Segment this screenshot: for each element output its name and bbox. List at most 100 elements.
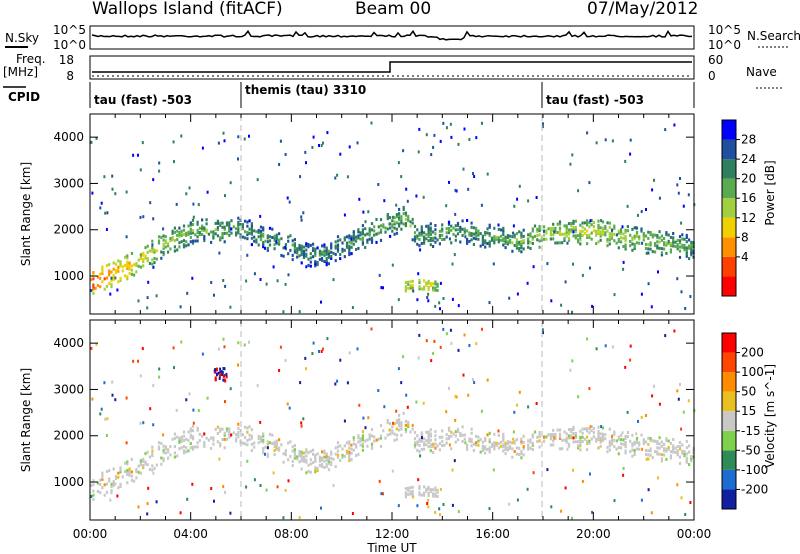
power-cell [608, 225, 611, 229]
velocity-cell [370, 434, 374, 438]
power-cell [350, 245, 353, 249]
velocity-cell [475, 342, 478, 346]
power-cell [536, 234, 539, 238]
power-cell [554, 229, 557, 232]
power-cell [502, 237, 505, 241]
power-cell [157, 235, 161, 239]
power-cell [586, 229, 589, 233]
power-cell [615, 233, 618, 237]
velocity-cell [589, 472, 591, 476]
power-cell [654, 233, 657, 237]
velocity-cell [348, 454, 351, 458]
velocity-cell [187, 430, 190, 434]
velocity-cell [91, 397, 94, 401]
velocity-cell [259, 439, 263, 443]
power-cell [542, 125, 544, 129]
velocity-cell [676, 444, 679, 448]
velocity-cell [307, 451, 310, 455]
power-cell [348, 244, 351, 248]
power-cell [116, 288, 119, 292]
power-cell [241, 225, 244, 229]
power-cell [470, 232, 473, 236]
velocity-cell [325, 458, 328, 462]
velocity-cell [479, 438, 482, 442]
velocity-cell [147, 486, 150, 490]
velocity-cell [590, 437, 593, 441]
velocity-cell [456, 430, 460, 433]
power-cell [441, 227, 444, 231]
velocity-cell [416, 434, 419, 438]
velocity-cell [678, 441, 682, 445]
velocity-cell [110, 489, 113, 493]
velocity-cell [581, 479, 584, 483]
velocity-cell [624, 449, 627, 453]
velocity-cell [649, 453, 652, 457]
velocity-cell [500, 444, 503, 448]
power-cell [262, 234, 265, 238]
velocity-cell [119, 466, 122, 470]
power-cell [124, 274, 127, 278]
velocity-cell [262, 432, 265, 436]
power-cell [610, 232, 614, 236]
power-cell [221, 225, 224, 229]
power-cell [502, 228, 505, 232]
velocity-cell [658, 402, 661, 406]
velocity-cell [649, 437, 652, 440]
velocity-cell [486, 378, 489, 382]
velocity-cell [502, 432, 505, 436]
power-cell [436, 284, 439, 288]
velocity-cell [271, 433, 274, 437]
velocity-cell [615, 447, 618, 451]
power-cell [556, 222, 559, 226]
power-cell [334, 240, 337, 244]
velocity-cell [689, 501, 692, 504]
velocity-cell [282, 452, 285, 456]
velocity-colorbar-label: Velocity [m s^-1] [763, 364, 777, 468]
velocity-cell [418, 333, 421, 337]
power-cell [196, 229, 199, 232]
velocity-cell [678, 445, 682, 449]
velocity-cell [434, 442, 437, 446]
power-cell [624, 245, 627, 249]
power-cell [682, 204, 685, 208]
velocity-cell [162, 448, 165, 452]
velocity-cell [114, 482, 117, 486]
power-cell [613, 226, 616, 230]
velocity-cell [182, 451, 186, 455]
velocity-cell [543, 439, 546, 443]
colorbar-tick-label: -50 [741, 443, 761, 457]
power-cell [153, 261, 156, 265]
power-cell [669, 244, 672, 248]
power-cell [359, 237, 362, 241]
power-cell [248, 134, 250, 138]
power-cell [327, 255, 330, 259]
velocity-cell [222, 367, 225, 370]
power-cell [296, 247, 299, 251]
velocity-cell [454, 430, 457, 434]
power-cell [121, 269, 124, 273]
power-cell [348, 246, 351, 250]
power-cell [368, 231, 371, 235]
freq-panel-frame [89, 55, 695, 80]
velocity-cell [588, 431, 591, 435]
power-cell [577, 240, 580, 244]
power-cell [430, 153, 433, 157]
power-cell [649, 241, 652, 245]
velocity-cell [125, 396, 128, 400]
power-cell [679, 177, 681, 180]
velocity-cell [152, 384, 155, 388]
velocity-cell [597, 431, 600, 435]
velocity-cell [461, 433, 464, 437]
velocity-cell [352, 442, 355, 446]
power-cell [574, 234, 577, 238]
velocity-cell [96, 490, 99, 493]
power-cell [196, 222, 199, 226]
velocity-cell [420, 447, 423, 451]
velocity-cell [647, 453, 650, 457]
power-cell [108, 281, 111, 285]
power-cell [364, 227, 367, 231]
velocity-cell [565, 436, 568, 440]
velocity-cell [300, 421, 303, 425]
velocity-cell [393, 432, 396, 436]
